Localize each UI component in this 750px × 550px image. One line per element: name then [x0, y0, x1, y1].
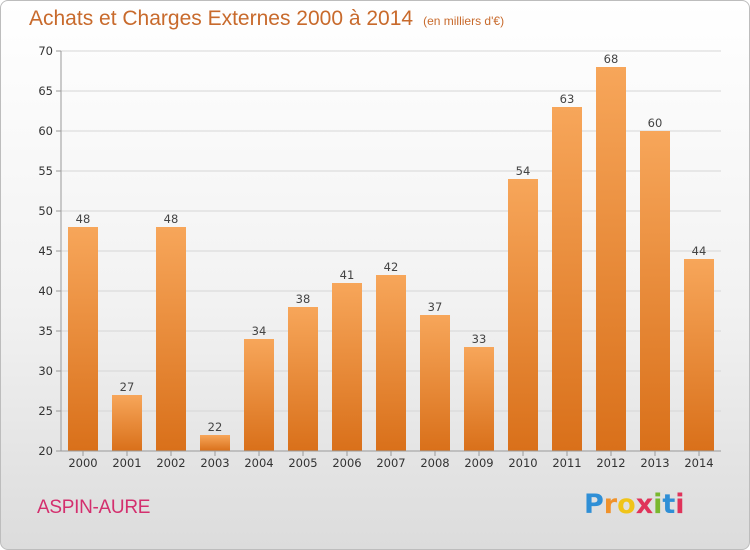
logo-letter: i: [675, 489, 685, 520]
x-tick-label: 2014: [684, 456, 713, 470]
x-tick-label: 2001: [112, 456, 141, 470]
bar-value-label: 34: [252, 324, 267, 338]
bar: [112, 395, 142, 451]
bar: [640, 131, 670, 451]
x-tick-label: 2000: [68, 456, 97, 470]
bar: [508, 179, 538, 451]
y-tick-label: 40: [38, 284, 53, 298]
bar-chart: 48 27 48 22 34 38 41 42 37 33 54 63 68 60 44 20 25 30 35 4…: [38, 44, 721, 470]
bar: [684, 259, 714, 451]
x-axis-ticks: 2000 2001 2002 2003 2004 2005 2006 2007 2008 2009…: [68, 451, 714, 470]
y-tick-label: 35: [38, 324, 53, 338]
bar: [464, 347, 494, 451]
chart-title-block: Achats et Charges Externes 2000 à 2014 (e…: [29, 7, 504, 31]
x-tick-label: 2007: [376, 456, 405, 470]
bar-value-label: 27: [120, 380, 135, 394]
bars: [68, 67, 714, 451]
bar-value-label: 42: [384, 260, 399, 274]
x-tick-label: 2013: [640, 456, 669, 470]
x-tick-label: 2009: [464, 456, 493, 470]
bar: [376, 275, 406, 451]
bar-value-label: 48: [164, 212, 179, 226]
bar-value-label: 60: [648, 116, 663, 130]
x-tick-label: 2004: [244, 456, 273, 470]
bar-value-label: 33: [472, 332, 487, 346]
logo-letter: x: [635, 489, 654, 520]
y-tick-label: 50: [38, 204, 53, 218]
logo-letter: P: [584, 489, 604, 520]
y-tick-label: 55: [38, 164, 53, 178]
y-tick-label: 30: [38, 364, 53, 378]
proxiti-logo: Proxiti: [584, 489, 685, 520]
bar-value-label: 38: [296, 292, 311, 306]
chart-subtitle: (en milliers d'€): [423, 14, 505, 28]
x-tick-label: 2002: [156, 456, 185, 470]
logo-letter: o: [617, 489, 636, 520]
x-tick-label: 2008: [420, 456, 449, 470]
bar-value-label: 54: [516, 164, 531, 178]
bar: [156, 227, 186, 451]
x-tick-label: 2003: [200, 456, 229, 470]
bar: [596, 67, 626, 451]
y-tick-label: 25: [38, 404, 53, 418]
y-tick-label: 70: [38, 44, 53, 58]
bar-value-label: 48: [76, 212, 91, 226]
bar: [200, 435, 230, 451]
logo-letter: i: [653, 489, 663, 520]
logo-letter: r: [603, 489, 618, 520]
value-labels: 48 27 48 22 34 38 41 42 37 33 54 63 68 60 44: [76, 52, 707, 434]
bar-value-label: 37: [428, 300, 443, 314]
y-tick-label: 20: [38, 444, 53, 458]
bar: [420, 315, 450, 451]
bar-value-label: 68: [604, 52, 619, 66]
x-tick-label: 2010: [508, 456, 537, 470]
chart-title: Achats et Charges Externes 2000 à 2014: [29, 7, 414, 30]
bar-value-label: 22: [208, 420, 223, 434]
bar: [244, 339, 274, 451]
y-tick-label: 45: [38, 244, 53, 258]
x-tick-label: 2005: [288, 456, 317, 470]
y-tick-label: 60: [38, 124, 53, 138]
bar: [552, 107, 582, 451]
bar-value-label: 41: [340, 268, 355, 282]
location-name: ASPIN-AURE: [37, 497, 151, 518]
bar-value-label: 44: [692, 244, 707, 258]
x-tick-label: 2006: [332, 456, 361, 470]
y-axis-ticks: 20 25 30 35 40 45 50 55 60 65 70: [38, 44, 61, 458]
x-tick-label: 2011: [552, 456, 581, 470]
bar: [288, 307, 318, 451]
logo-letter: t: [662, 489, 676, 520]
x-tick-label: 2012: [596, 456, 625, 470]
bar-value-label: 63: [560, 92, 575, 106]
bar: [68, 227, 98, 451]
bar: [332, 283, 362, 451]
y-tick-label: 65: [38, 84, 53, 98]
